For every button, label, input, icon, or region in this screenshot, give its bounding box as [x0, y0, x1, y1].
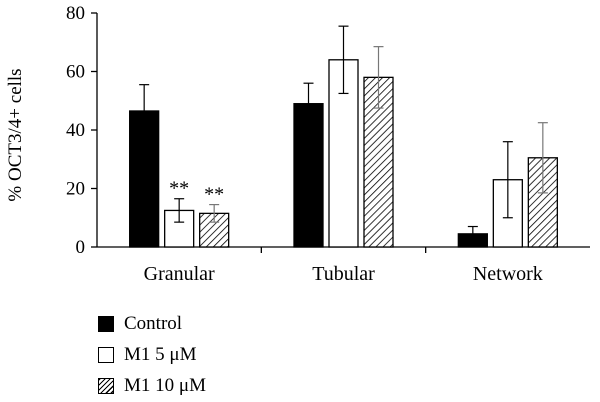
legend-item-control: Control	[98, 308, 206, 339]
x-tick-label-tubular: Tubular	[312, 263, 375, 285]
legend-item-m1-5um: M1 5 μM	[98, 339, 206, 370]
significance-granular-series-1: **	[169, 178, 189, 200]
legend-label-m1-10um: M1 10 μM	[124, 374, 206, 396]
y-tick-label-20: 20	[66, 179, 85, 200]
y-tick-label-60: 60	[66, 62, 85, 83]
legend-swatch-m1-10um	[98, 377, 114, 394]
y-tick-label-80: 80	[66, 3, 85, 24]
x-tick-label-network: Network	[473, 263, 543, 285]
significance-granular-series-2: **	[204, 184, 224, 206]
y-axis-label: % OCT3/4+ cells	[5, 68, 26, 201]
legend-label-control: Control	[124, 312, 183, 334]
y-tick-label-0: 0	[76, 237, 86, 258]
legend-label-m1-5um: M1 5 μM	[124, 343, 197, 365]
bar-tubular-series-1	[328, 59, 359, 248]
plot-area: 0 20 40 60 80 ** ** Granular Tubular Network	[66, 3, 590, 285]
legend-item-m1-10um: M1 10 μM	[98, 370, 206, 401]
y-tick-label-40: 40	[66, 120, 85, 141]
bar-tubular-series-0	[293, 103, 324, 248]
bar-tubular-series-2	[363, 76, 394, 248]
legend: Control M1 5 μM M1 10 μM	[98, 308, 206, 401]
x-tick-label-granular: Granular	[144, 263, 215, 285]
legend-swatch-m1-5um	[98, 346, 114, 363]
legend-swatch-control	[98, 315, 114, 332]
bar-chart: % OCT3/4+ cells 0 20 40 60 80 ** ** Granular Tub…	[5, 3, 590, 285]
